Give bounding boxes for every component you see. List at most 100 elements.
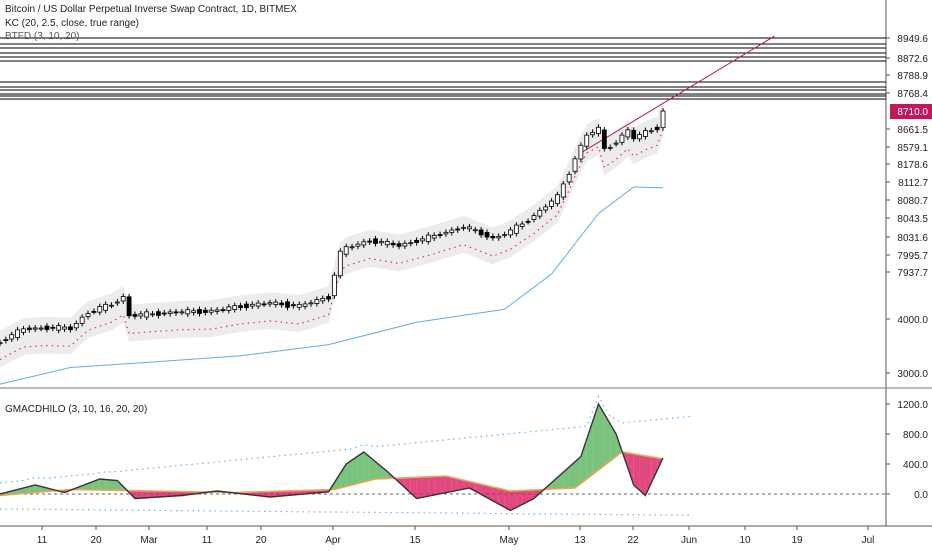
candle-down xyxy=(244,303,249,309)
osc-fill-negative xyxy=(498,488,505,508)
osc-fill-positive xyxy=(93,479,100,491)
candle-up xyxy=(443,231,449,235)
candle-up xyxy=(361,241,367,246)
osc-fill-positive xyxy=(363,452,370,482)
osc-fill-negative xyxy=(434,476,441,495)
candle-down xyxy=(654,126,660,131)
candle-up xyxy=(79,316,85,324)
current-price-label: 8710.0 xyxy=(897,107,928,118)
candle-up xyxy=(461,226,466,229)
candle-down xyxy=(484,232,490,238)
osc-fill-negative xyxy=(627,452,634,485)
candle-down xyxy=(290,304,296,307)
price-tick-label: 8768.4 xyxy=(897,89,928,100)
price-tick-label: 8031.6 xyxy=(897,233,928,244)
osc-fill-negative xyxy=(492,486,499,505)
osc-fill-negative xyxy=(457,478,464,491)
candle-down xyxy=(161,312,167,315)
candle-up xyxy=(9,334,15,340)
osc-fill-positive xyxy=(35,485,42,493)
candle-down xyxy=(68,326,73,331)
candle-down xyxy=(525,220,531,223)
candle-up xyxy=(308,302,314,305)
osc-fill-negative xyxy=(158,491,165,497)
osc-fill-negative xyxy=(651,456,658,483)
candle-up xyxy=(590,131,596,136)
candle-up xyxy=(320,298,326,302)
candle-down xyxy=(197,309,202,314)
candle-down xyxy=(490,236,496,239)
osc-fill-negative xyxy=(134,490,141,499)
candle-up xyxy=(150,313,155,316)
trend-line xyxy=(580,35,775,154)
candle-up xyxy=(543,206,549,211)
candle-up xyxy=(519,223,525,227)
candle-up xyxy=(508,229,513,236)
osc-fill-negative xyxy=(451,477,458,492)
osc-upper-band xyxy=(0,395,693,484)
candle-up xyxy=(578,144,584,160)
candle-up xyxy=(267,302,273,305)
btfd-indicator-label[interactable]: BTFD (3, 10, 20) xyxy=(5,31,80,42)
osc-fill-positive xyxy=(117,480,124,491)
candle-down xyxy=(26,327,32,331)
candle-up xyxy=(502,234,508,237)
osc-fill-negative xyxy=(440,476,446,494)
signal-line xyxy=(0,451,664,497)
osc-fill-positive xyxy=(334,473,341,490)
price-tick-label: 7937.7 xyxy=(897,268,928,279)
candle-up xyxy=(273,301,279,305)
candle-up xyxy=(144,311,150,318)
kc-indicator-label[interactable]: KC (20, 2.5, close, true range) xyxy=(5,18,139,29)
candle-up xyxy=(378,241,384,244)
candle-up xyxy=(431,234,437,239)
candle-up xyxy=(537,209,543,217)
candle-up xyxy=(408,242,414,245)
candle-up xyxy=(302,303,308,307)
candles-group xyxy=(0,108,666,347)
osc-fill-negative xyxy=(428,476,435,497)
candle-up xyxy=(114,301,120,304)
candle-up xyxy=(467,226,472,230)
candle-down xyxy=(437,234,443,236)
osc-fill-negative xyxy=(481,484,488,498)
candle-up xyxy=(572,158,578,172)
candle-down xyxy=(3,339,9,341)
candle-up xyxy=(85,313,91,317)
time-tick-label: 22 xyxy=(627,535,639,546)
time-tick-label: Apr xyxy=(325,535,341,546)
candle-up xyxy=(607,146,613,149)
candle-down xyxy=(132,314,138,317)
price-tick-label: 4000.0 xyxy=(897,315,928,326)
osc-fill-negative xyxy=(264,491,270,497)
candle-up xyxy=(619,134,625,143)
candle-down xyxy=(238,305,243,309)
osc-fill-positive xyxy=(610,424,617,461)
time-tick-label: 11 xyxy=(37,535,48,546)
osc-fill-negative xyxy=(152,491,159,498)
gmacd-indicator-label[interactable]: GMACDHILO (3, 10, 16, 20, 20) xyxy=(5,404,148,415)
candle-down xyxy=(455,228,461,231)
current-price-tag xyxy=(890,104,932,119)
osc-fill-negative xyxy=(410,477,417,499)
osc-fill-positive xyxy=(580,439,587,484)
candle-up xyxy=(496,235,502,239)
osc-fill-negative xyxy=(269,491,276,497)
candle-up xyxy=(472,229,478,232)
candle-up xyxy=(555,194,560,205)
osc-fill-negative xyxy=(422,476,429,498)
candle-up xyxy=(648,130,654,133)
candle-up xyxy=(191,310,197,313)
osc-fill-positive xyxy=(29,485,36,493)
osc-fill-positive xyxy=(592,404,599,475)
candle-up xyxy=(637,134,642,140)
candle-down xyxy=(478,229,484,236)
candle-up xyxy=(613,142,619,145)
candle-up xyxy=(420,238,425,242)
osc-fill-positive xyxy=(551,477,558,490)
candle-up xyxy=(314,299,320,304)
candle-up xyxy=(103,303,109,311)
candle-up xyxy=(138,313,144,317)
candle-down xyxy=(396,243,402,247)
